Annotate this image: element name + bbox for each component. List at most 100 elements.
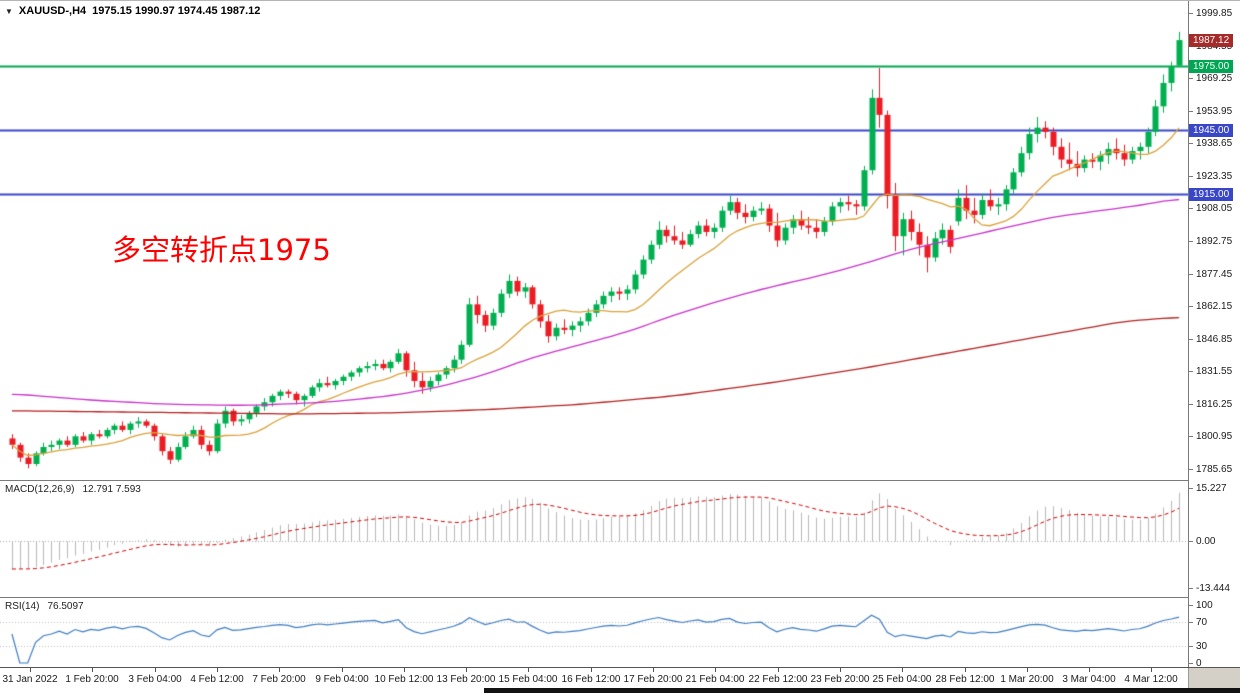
price-axis-tick (1189, 339, 1193, 340)
time-axis-label: 25 Feb 04:00 (872, 674, 932, 685)
time-axis-label: 17 Feb 20:00 (623, 674, 683, 685)
time-axis-label: 31 Jan 2022 (2, 674, 58, 685)
rsi-axis-tick (1189, 646, 1193, 647)
price-axis-label: 1953.95 (1196, 106, 1233, 117)
macd-indicator-label: MACD(12,26,9) 12.791 7.593 (5, 484, 141, 495)
price-tag: 1987.12 (1189, 34, 1234, 47)
chart-ohlc-values: 1975.15 1990.97 1974.45 1987.12 (92, 5, 261, 17)
price-axis-tick (1189, 176, 1193, 177)
rsi-axis-tick (1189, 663, 1193, 664)
price-axis-tick (1189, 436, 1193, 437)
price-axis-label: 1923.35 (1196, 171, 1233, 182)
price-axis-label: 1877.45 (1196, 269, 1233, 280)
time-axis-label: 1 Mar 20:00 (1000, 674, 1054, 685)
annotation-text[interactable]: 多空转折点1975 (112, 233, 331, 267)
time-axis-tick (92, 668, 93, 672)
time-axis-tick (840, 668, 841, 672)
time-axis-label: 3 Feb 04:00 (128, 674, 182, 685)
time-axis-tick (217, 668, 218, 672)
price-axis-tick (1189, 371, 1193, 372)
rsi-panel-separator[interactable] (0, 597, 1240, 598)
taskbar-sliver (484, 688, 1240, 693)
price-axis-label: 1999.85 (1196, 8, 1233, 19)
time-axis-label: 9 Feb 04:00 (315, 674, 369, 685)
price-axis-label: 1831.55 (1196, 366, 1233, 377)
price-axis-label: 1785.65 (1196, 464, 1233, 475)
time-axis-tick (30, 668, 31, 672)
macd-name: MACD(12,26,9) (5, 484, 75, 495)
time-axis-tick (279, 668, 280, 672)
time-axis-label: 4 Feb 12:00 (190, 674, 244, 685)
price-tag: 1945.00 (1189, 124, 1234, 137)
macd-axis-tick (1189, 588, 1193, 589)
rsi-axis-tick (1189, 605, 1193, 606)
time-axis-label: 22 Feb 12:00 (748, 674, 808, 685)
time-axis-label: 15 Feb 04:00 (498, 674, 558, 685)
time-axis-tick (155, 668, 156, 672)
price-tag: 1975.00 (1189, 60, 1234, 73)
collapse-icon[interactable]: ▼ (5, 6, 13, 16)
price-axis-label: 1816.25 (1196, 399, 1233, 410)
price-axis-tick (1189, 208, 1193, 209)
time-axis-tick (404, 668, 405, 672)
macd-axis-label: 15.227 (1196, 483, 1227, 494)
price-axis-label: 1938.65 (1196, 138, 1233, 149)
time-axis-label: 21 Feb 04:00 (685, 674, 745, 685)
time-axis-label: 23 Feb 20:00 (810, 674, 870, 685)
rsi-axis-tick (1189, 622, 1193, 623)
rsi-axis-label: 70 (1196, 617, 1208, 628)
time-axis-label: 7 Feb 20:00 (252, 674, 306, 685)
macd-axis-tick (1189, 541, 1193, 542)
macd-axis-label: 0.00 (1196, 536, 1216, 547)
macd-axis-tick (1189, 488, 1193, 489)
price-axis-label: 1846.85 (1196, 334, 1233, 345)
price-chart-canvas[interactable] (0, 1, 1188, 480)
rsi-name: RSI(14) (5, 601, 40, 612)
time-axis-tick (1089, 668, 1090, 672)
macd-panel-separator[interactable] (0, 480, 1240, 481)
time-axis-tick (965, 668, 966, 672)
rsi-canvas[interactable] (0, 598, 1188, 667)
rsi-axis-label: 0 (1196, 658, 1202, 669)
price-axis-label: 1892.75 (1196, 236, 1233, 247)
time-axis-tick (715, 668, 716, 672)
price-axis-tick (1189, 306, 1193, 307)
time-axis-tick (1027, 668, 1028, 672)
price-axis-label: 1862.15 (1196, 301, 1233, 312)
rsi-indicator-label: RSI(14) 76.5097 (5, 601, 84, 612)
chart-title: ▼ XAUUSD-,H4 1975.15 1990.97 1974.45 198… (5, 5, 260, 17)
time-axis-label: 3 Mar 04:00 (1062, 674, 1116, 685)
time-axis-tick (653, 668, 654, 672)
price-axis-tick (1189, 469, 1193, 470)
time-axis-tick (528, 668, 529, 672)
time-axis-label: 28 Feb 12:00 (935, 674, 995, 685)
price-axis-tick (1189, 241, 1193, 242)
price-axis-tick (1189, 404, 1193, 405)
time-axis-tick (778, 668, 779, 672)
time-axis-label: 13 Feb 20:00 (436, 674, 496, 685)
time-axis-tick (902, 668, 903, 672)
macd-values: 12.791 7.593 (82, 484, 141, 495)
price-axis-tick (1189, 13, 1193, 14)
time-axis-tick (1151, 668, 1152, 672)
price-axis-tick (1189, 143, 1193, 144)
price-axis-label: 1800.95 (1196, 431, 1233, 442)
time-axis-label: 4 Mar 12:00 (1124, 674, 1178, 685)
macd-canvas[interactable] (0, 481, 1188, 597)
time-axis-label: 1 Feb 20:00 (65, 674, 119, 685)
chart-symbol-period: XAUUSD-,H4 (18, 5, 87, 17)
rsi-axis-label: 30 (1196, 641, 1208, 652)
price-axis-tick (1189, 274, 1193, 275)
price-axis-label: 1969.25 (1196, 73, 1233, 84)
price-axis-tick (1189, 78, 1193, 79)
time-axis-label: 10 Feb 12:00 (374, 674, 434, 685)
rsi-value: 76.5097 (47, 601, 84, 612)
time-axis-tick (466, 668, 467, 672)
macd-axis-label: -13.444 (1196, 583, 1230, 594)
price-axis-tick (1189, 111, 1193, 112)
price-axis[interactable]: 1999.851984.551969.251953.951938.651923.… (1188, 1, 1240, 669)
price-tag: 1915.00 (1189, 188, 1234, 201)
rsi-axis-label: 100 (1196, 600, 1213, 611)
time-axis-label: 16 Feb 12:00 (561, 674, 621, 685)
